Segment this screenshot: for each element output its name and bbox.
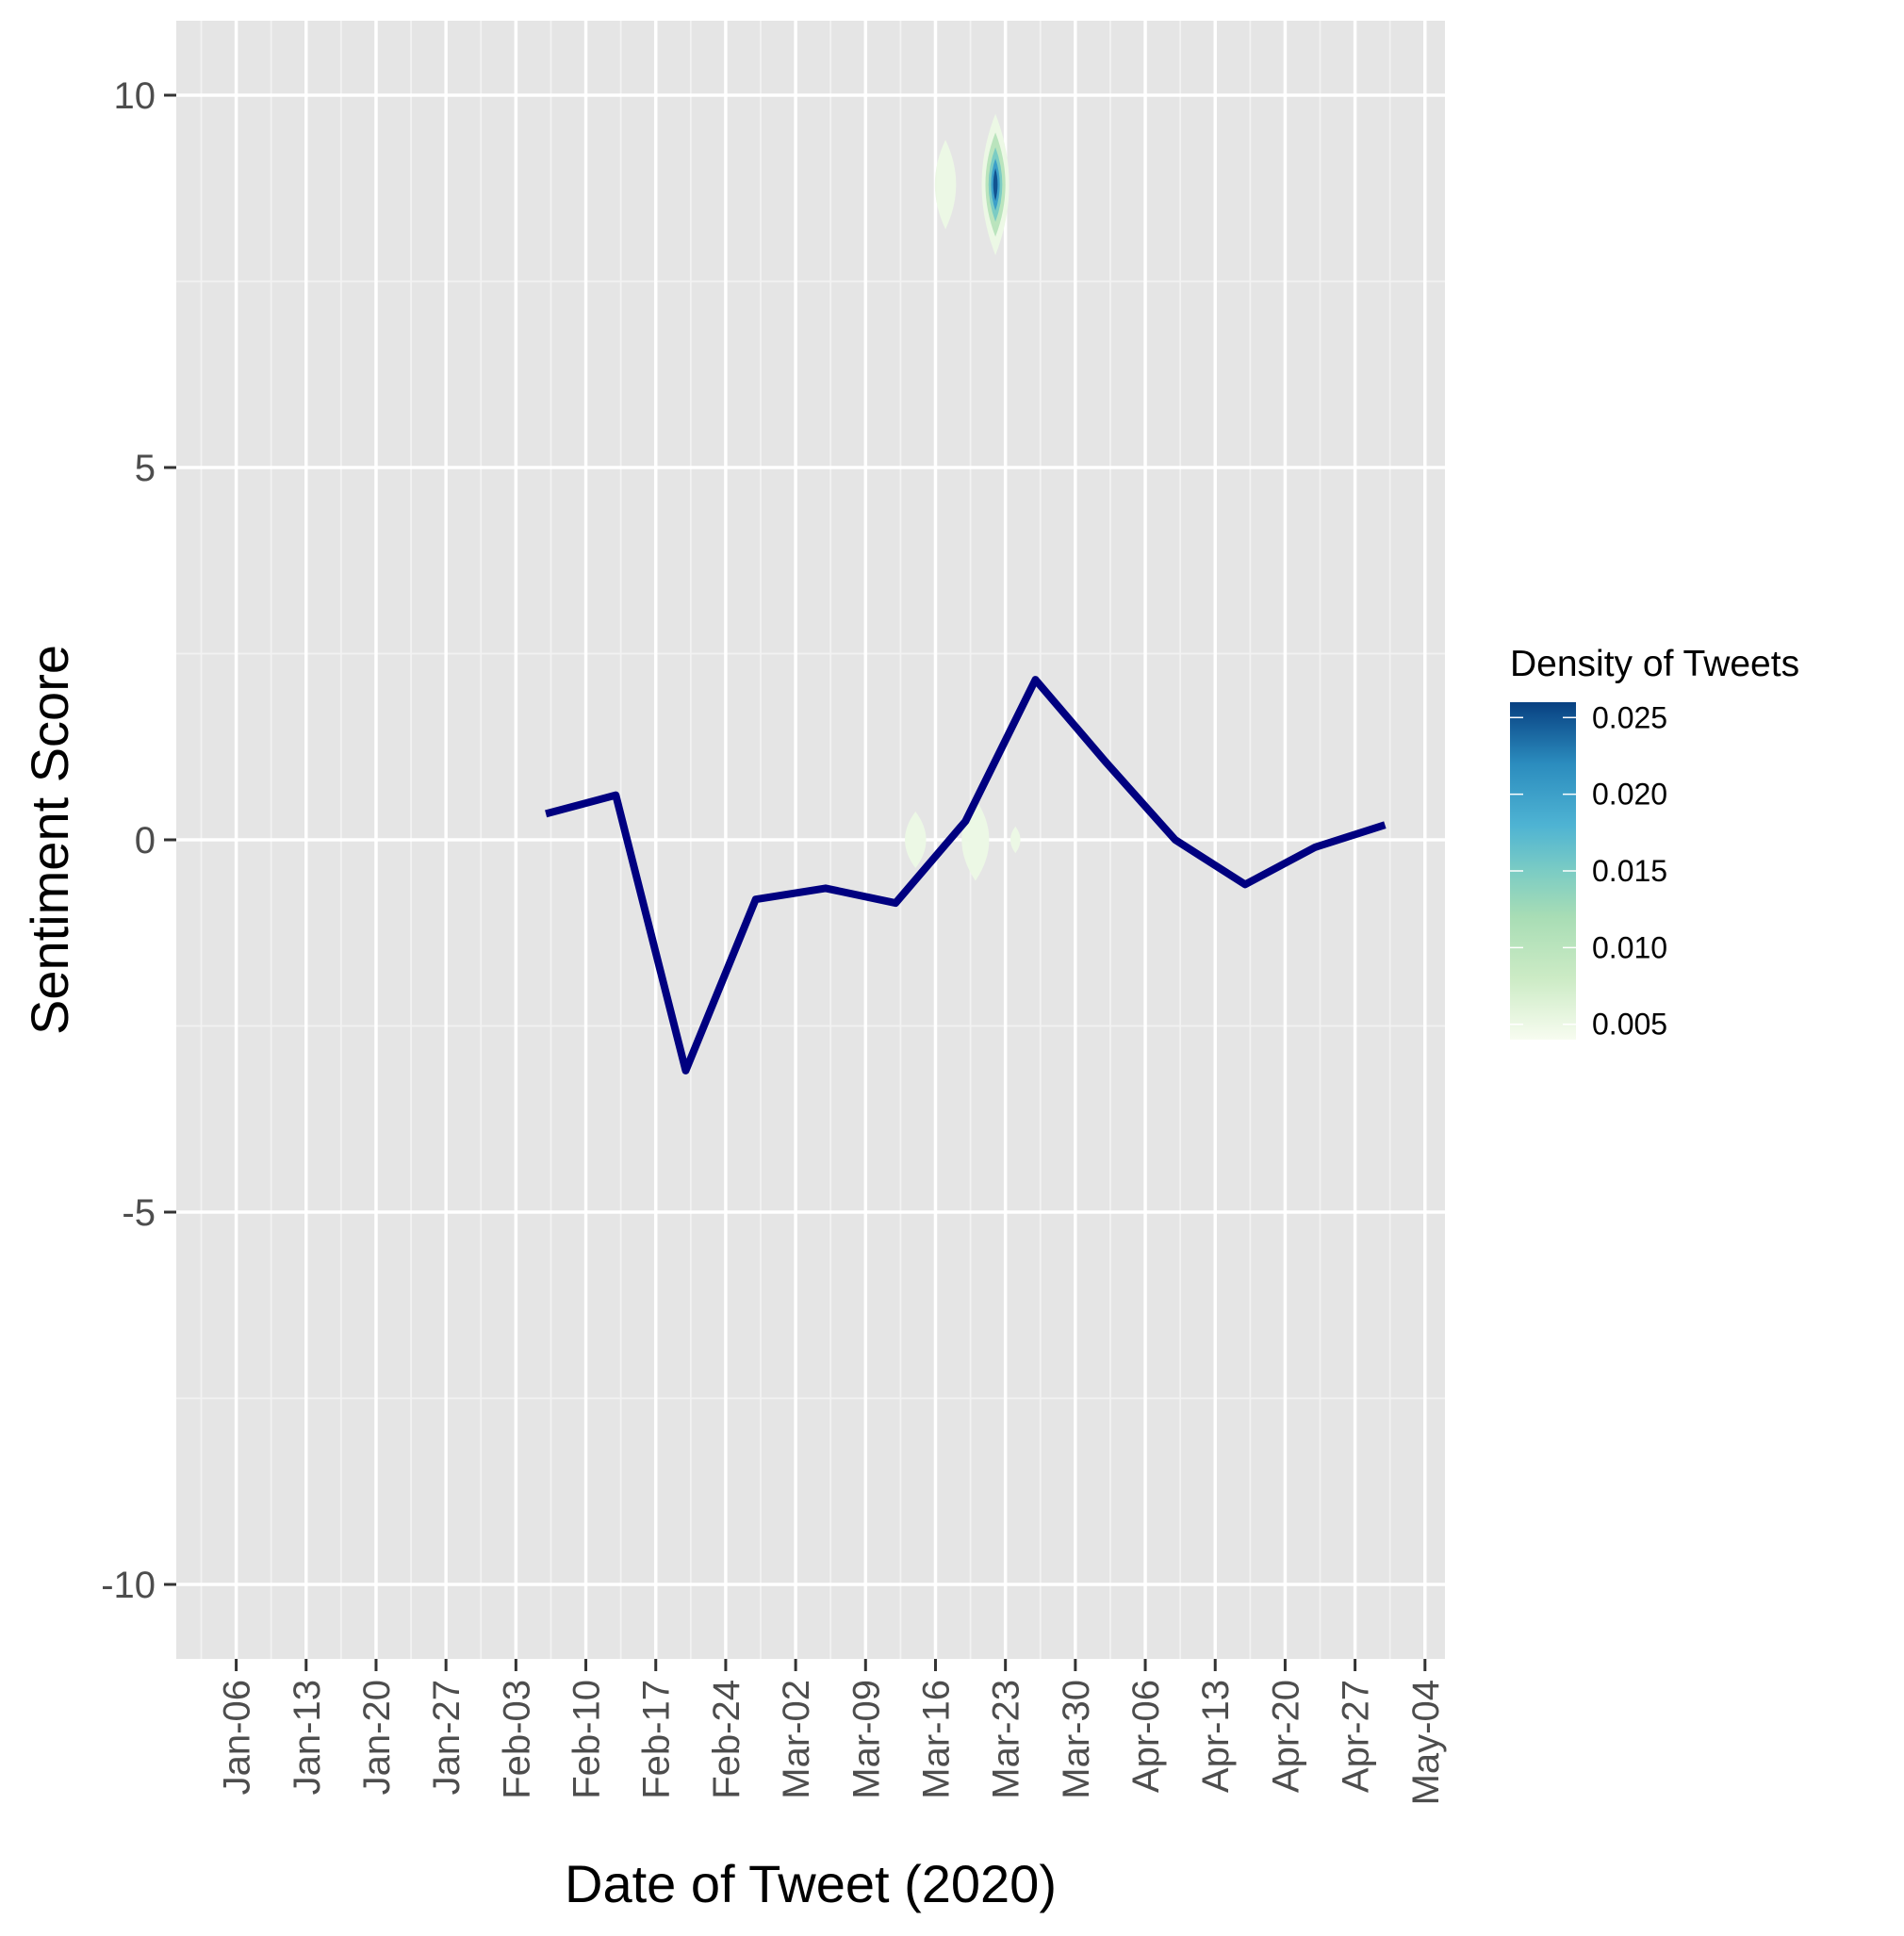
- x-tick-label: Feb-24: [706, 1680, 747, 1799]
- x-tick-label: Jan-06: [217, 1680, 258, 1795]
- legend-title: Density of Tweets: [1510, 644, 1799, 684]
- x-tick-label: Mar-23: [986, 1680, 1027, 1799]
- density-contour: [993, 168, 998, 202]
- x-tick-label: Jan-13: [287, 1680, 328, 1795]
- x-tick-label: Apr-13: [1195, 1680, 1237, 1793]
- x-tick-label: Mar-16: [915, 1680, 957, 1799]
- y-tick-label: 0: [135, 820, 156, 861]
- x-tick-label: Mar-09: [845, 1680, 887, 1799]
- density-contour: [1009, 826, 1021, 854]
- x-tick-label: Mar-30: [1056, 1680, 1097, 1799]
- y-tick-label: 5: [135, 448, 156, 489]
- x-tick-label: Mar-02: [776, 1680, 817, 1799]
- legend: Density of Tweets 0.0250.0200.0150.0100.…: [1510, 644, 1799, 1042]
- y-tick-label: 10: [114, 75, 156, 117]
- x-axis: Jan-06 Jan-13 Jan-20 Jan-27 Feb-03 Feb-10 Feb-…: [217, 1659, 1447, 1805]
- legend-label: 0.015: [1592, 854, 1667, 888]
- x-tick-label: Apr-06: [1125, 1680, 1167, 1793]
- legend-label: 0.020: [1592, 778, 1667, 812]
- x-tick-label: May-04: [1405, 1680, 1447, 1805]
- y-axis-title: Sentiment Score: [20, 645, 79, 1035]
- x-tick-label: Apr-20: [1265, 1680, 1306, 1793]
- y-tick-label: -10: [101, 1565, 156, 1606]
- legend-ticks: 0.025 0.020 0.015 0.010 0.005: [1510, 700, 1667, 1042]
- legend-label: 0.005: [1592, 1008, 1667, 1042]
- x-tick-label: Feb-10: [566, 1680, 608, 1799]
- y-tick-label: -5: [122, 1192, 156, 1234]
- y-axis: -10 -5 0 5 10: [101, 75, 176, 1606]
- series-line: [545, 676, 1387, 1075]
- x-axis-title: Date of Tweet (2020): [565, 1854, 1057, 1913]
- series-layer: [545, 676, 1387, 1075]
- density-contour: [934, 139, 957, 230]
- grid-major: [176, 21, 1445, 1659]
- x-tick-label: Feb-17: [636, 1680, 678, 1799]
- x-tick-label: Jan-20: [356, 1680, 398, 1795]
- legend-label: 0.025: [1592, 700, 1667, 734]
- x-tick-label: Feb-03: [496, 1680, 537, 1799]
- legend-label: 0.010: [1592, 930, 1667, 964]
- x-tick-label: Apr-27: [1336, 1680, 1377, 1793]
- x-tick-label: Jan-27: [426, 1680, 468, 1795]
- density-contour: [905, 811, 927, 869]
